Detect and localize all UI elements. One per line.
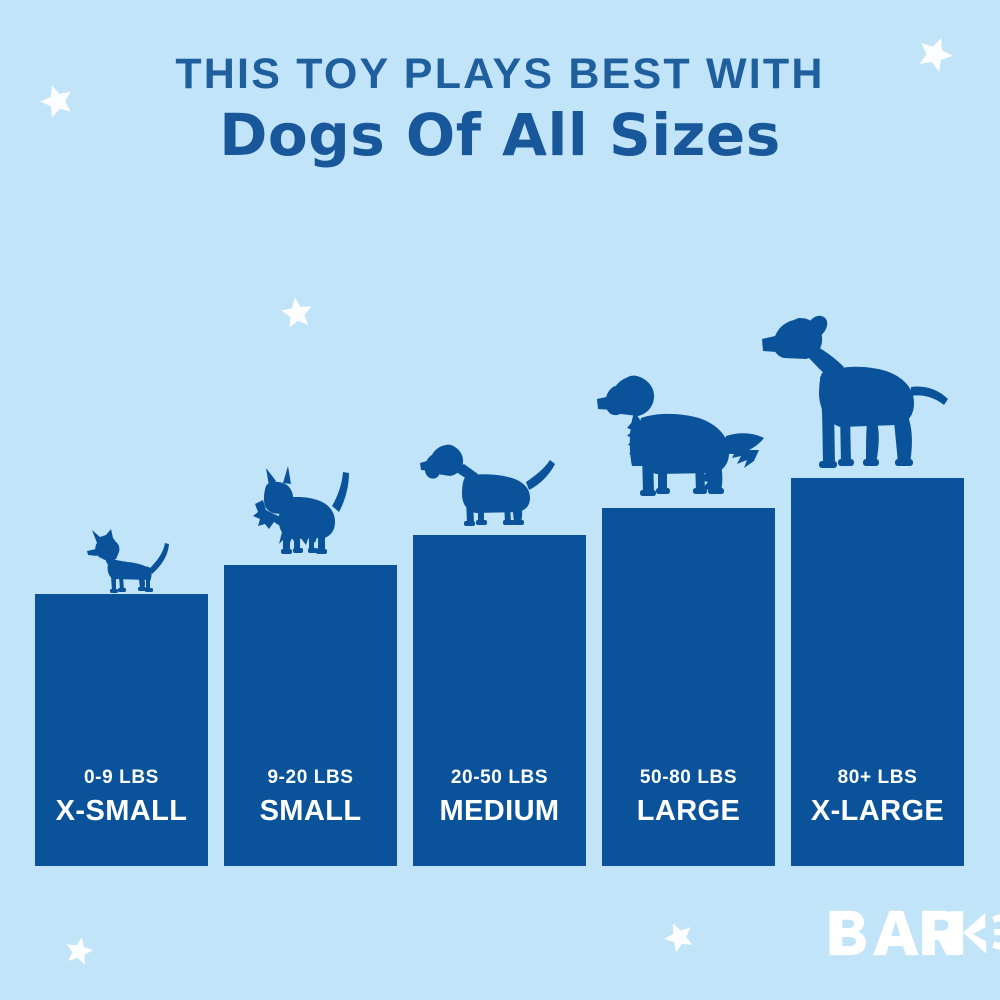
bar-size-large: LARGE xyxy=(636,794,741,827)
bar-medium: 20-50 LBS MEDIUM xyxy=(413,535,586,866)
bar-weight-medium: 20-50 LBS xyxy=(450,766,549,788)
bar-weight-large: 50-80 LBS xyxy=(639,766,738,788)
bar-size-small: SMALL xyxy=(259,794,362,827)
headline-block: THIS TOY PLAYS BEST WITH Dogs Of All Siz… xyxy=(0,50,1000,170)
bar-size-x-small: X-SMALL xyxy=(55,794,188,827)
bar-size-medium: MEDIUM xyxy=(439,794,560,827)
bar-label-group-medium: 20-50 LBS MEDIUM xyxy=(413,766,586,827)
bar-small: 9-20 LBS SMALL xyxy=(224,565,397,866)
bark-logo xyxy=(826,907,1000,958)
bar-weight-x-large: 80+ LBS xyxy=(837,766,918,788)
bar-label-group-x-large: 80+ LBS X-LARGE xyxy=(791,766,964,827)
great-dane-silhouette xyxy=(762,311,952,481)
bar-size-x-large: X-LARGE xyxy=(810,794,945,827)
headline-title: Dogs Of All Sizes xyxy=(219,101,781,170)
headline-subtitle: THIS TOY PLAYS BEST WITH xyxy=(175,50,825,98)
bar-large: 50-80 LBS LARGE xyxy=(602,508,775,866)
bar-label-group-x-small: 0-9 LBS X-SMALL xyxy=(35,766,208,827)
terrier-silhouette xyxy=(252,464,362,566)
bar-weight-x-small: 0-9 LBS xyxy=(84,766,159,788)
bar-weight-small: 9-20 LBS xyxy=(267,766,354,788)
bar-x-large: 80+ LBS X-LARGE xyxy=(791,478,964,866)
bar-label-group-large: 50-80 LBS LARGE xyxy=(602,766,775,827)
chihuahua-silhouette xyxy=(83,529,173,595)
beagle-silhouette xyxy=(420,432,555,536)
bar-x-small: 0-9 LBS X-SMALL xyxy=(35,594,208,866)
retriever-silhouette xyxy=(596,366,766,509)
bar-label-group-small: 9-20 LBS SMALL xyxy=(224,766,397,827)
